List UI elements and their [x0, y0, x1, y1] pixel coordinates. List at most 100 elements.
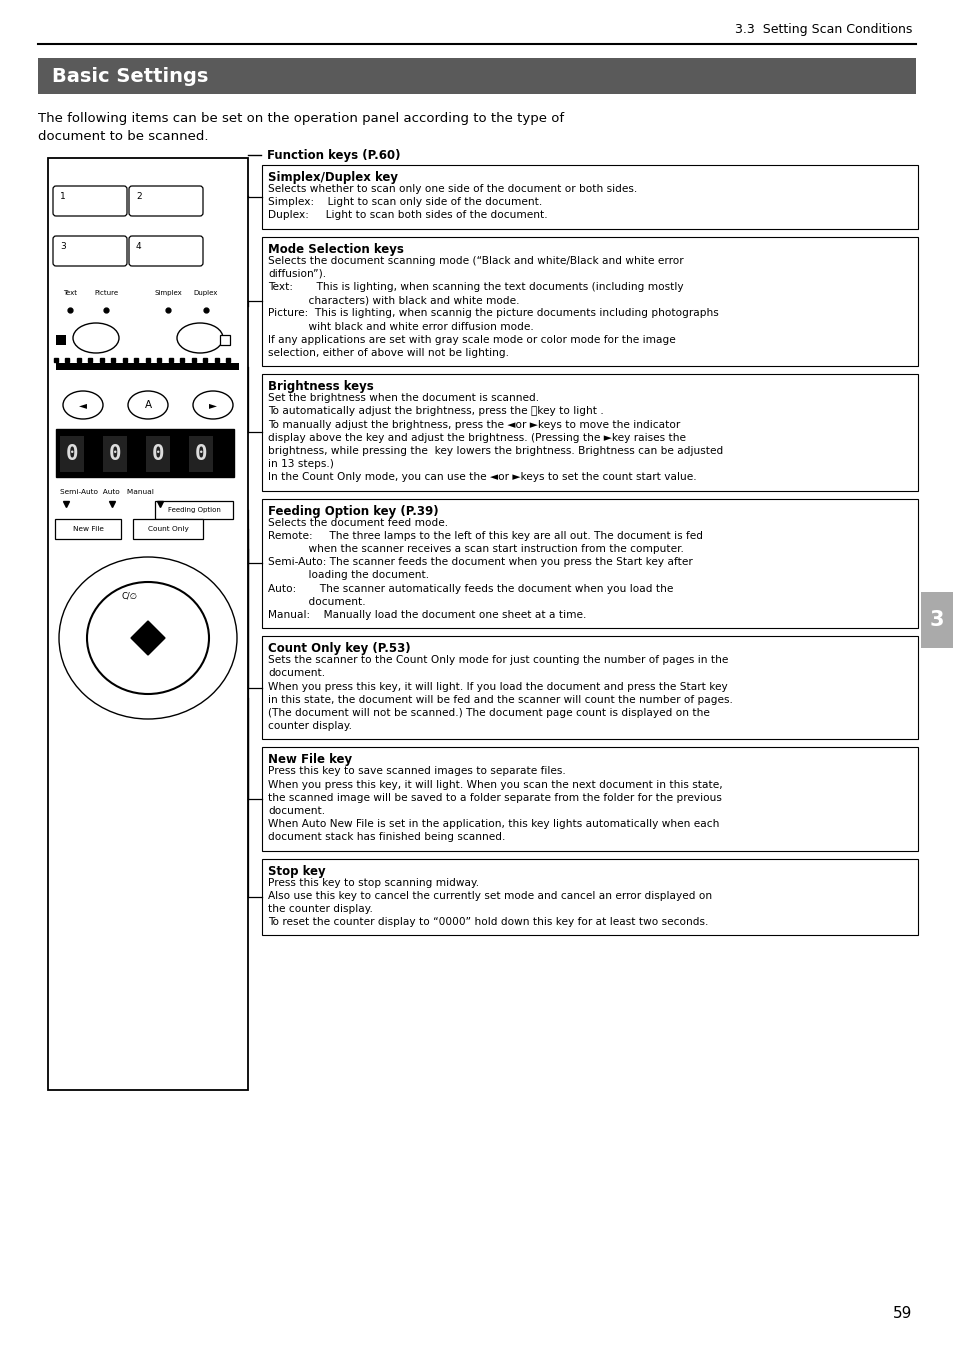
Text: Also use this key to cancel the currently set mode and cancel an error displayed: Also use this key to cancel the currentl… — [268, 891, 711, 900]
FancyBboxPatch shape — [55, 519, 121, 539]
Text: To automatically adjust the brightness, press the Ⓐkey to light .: To automatically adjust the brightness, … — [268, 406, 603, 417]
Text: the counter display.: the counter display. — [268, 905, 373, 914]
Bar — [262, 164, 917, 229]
Text: characters) with black and white mode.: characters) with black and white mode. — [268, 295, 519, 305]
Text: display above the key and adjust the brightness. (Pressing the ►key raises the: display above the key and adjust the bri… — [268, 433, 685, 442]
Text: 4: 4 — [136, 243, 141, 251]
Text: When Auto New File is set in the application, this key lights automatically when: When Auto New File is set in the applica… — [268, 820, 719, 829]
Text: document to be scanned.: document to be scanned. — [38, 129, 209, 143]
Text: 59: 59 — [892, 1305, 911, 1321]
Text: Semi-Auto: The scanner feeds the document when you press the Start key after: Semi-Auto: The scanner feeds the documen… — [268, 557, 692, 568]
Text: loading the document.: loading the document. — [268, 570, 429, 581]
Text: document stack has finished being scanned.: document stack has finished being scanne… — [268, 833, 505, 842]
Text: 3: 3 — [929, 611, 943, 630]
Ellipse shape — [63, 391, 103, 419]
Text: Feeding Option: Feeding Option — [168, 507, 220, 514]
Text: Simplex/Duplex key: Simplex/Duplex key — [268, 171, 397, 183]
Bar — [920, 592, 953, 648]
Text: Basic Settings: Basic Settings — [52, 66, 208, 85]
Text: 0: 0 — [66, 443, 78, 464]
Text: Mode Selection keys: Mode Selection keys — [268, 243, 403, 256]
Text: C/∅: C/∅ — [122, 592, 138, 600]
Text: Semi-Auto  Auto   Manual: Semi-Auto Auto Manual — [60, 489, 153, 495]
Bar — [56, 429, 233, 477]
Text: ►: ► — [209, 400, 216, 410]
Text: the scanned image will be saved to a folder separate from the folder for the pre: the scanned image will be saved to a fol… — [268, 793, 721, 803]
Text: Text:       This is lighting, when scanning the text documents (including mostly: Text: This is lighting, when scanning th… — [268, 282, 683, 293]
FancyBboxPatch shape — [132, 519, 203, 539]
Bar — [146, 435, 170, 472]
Text: Duplex:     Light to scan both sides of the document.: Duplex: Light to scan both sides of the … — [268, 210, 547, 221]
Text: To manually adjust the brightness, press the ◄or ►keys to move the indicator: To manually adjust the brightness, press… — [268, 419, 679, 430]
Text: Selects the document feed mode.: Selects the document feed mode. — [268, 518, 448, 527]
Ellipse shape — [177, 324, 223, 353]
Text: Sets the scanner to the Count Only mode for just counting the number of pages in: Sets the scanner to the Count Only mode … — [268, 655, 727, 665]
Text: Selects the document scanning mode (“Black and white/Black and white error: Selects the document scanning mode (“Bla… — [268, 256, 683, 266]
Text: diffusion”).: diffusion”). — [268, 268, 326, 279]
Text: Simplex:    Light to scan only side of the document.: Simplex: Light to scan only side of the … — [268, 197, 541, 208]
Text: The following items can be set on the operation panel according to the type of: The following items can be set on the op… — [38, 112, 563, 125]
Text: Function keys (P.60): Function keys (P.60) — [267, 148, 400, 162]
Ellipse shape — [87, 582, 209, 694]
Text: 2: 2 — [136, 191, 141, 201]
Text: 1: 1 — [60, 191, 66, 201]
Bar — [189, 435, 213, 472]
Text: brightness, while pressing the  key lowers the brightness. Brightness can be adj: brightness, while pressing the key lower… — [268, 446, 722, 456]
Text: 3.3  Setting Scan Conditions: 3.3 Setting Scan Conditions — [734, 23, 911, 35]
Bar — [56, 363, 239, 369]
Text: Picture: Picture — [93, 290, 118, 297]
Text: To reset the counter display to “0000” hold down this key for at least two secon: To reset the counter display to “0000” h… — [268, 917, 708, 927]
Text: Selects whether to scan only one side of the document or both sides.: Selects whether to scan only one side of… — [268, 183, 637, 194]
Text: 0: 0 — [152, 443, 164, 464]
Text: A: A — [144, 400, 152, 410]
Bar — [220, 336, 230, 345]
Text: wiht black and white error diffusion mode.: wiht black and white error diffusion mod… — [268, 322, 533, 332]
Text: Duplex: Duplex — [193, 290, 218, 297]
Text: When you press this key, it will light. If you load the document and press the S: When you press this key, it will light. … — [268, 682, 727, 692]
Text: 0: 0 — [194, 443, 207, 464]
Text: New File: New File — [72, 526, 103, 532]
Text: Press this key to stop scanning midway.: Press this key to stop scanning midway. — [268, 878, 478, 887]
Text: Brightness keys: Brightness keys — [268, 380, 374, 394]
FancyBboxPatch shape — [129, 186, 203, 216]
Text: 0: 0 — [109, 443, 121, 464]
Bar — [103, 435, 127, 472]
Text: ◄: ◄ — [79, 400, 87, 410]
Text: Text: Text — [63, 290, 77, 297]
FancyBboxPatch shape — [53, 236, 127, 266]
Bar — [262, 375, 917, 491]
Text: (The document will not be scanned.) The document page count is displayed on the: (The document will not be scanned.) The … — [268, 708, 709, 718]
Text: counter display.: counter display. — [268, 721, 352, 731]
FancyBboxPatch shape — [154, 501, 233, 519]
Text: when the scanner receives a scan start instruction from the computer.: when the scanner receives a scan start i… — [268, 545, 683, 554]
Text: Feeding Option key (P.39): Feeding Option key (P.39) — [268, 504, 438, 518]
Text: Picture:  This is lighting, when scannig the picture documents including photogr: Picture: This is lighting, when scannig … — [268, 309, 718, 318]
Ellipse shape — [73, 324, 119, 353]
Bar — [262, 747, 917, 851]
Bar — [56, 336, 66, 345]
Ellipse shape — [59, 557, 236, 718]
Ellipse shape — [193, 391, 233, 419]
FancyBboxPatch shape — [53, 186, 127, 216]
Text: Count Only: Count Only — [148, 526, 189, 532]
Text: Stop key: Stop key — [268, 864, 325, 878]
Text: Set the brightness when the document is scanned.: Set the brightness when the document is … — [268, 394, 538, 403]
Bar — [262, 636, 917, 740]
Ellipse shape — [128, 391, 168, 419]
Text: Manual:    Manually load the document one sheet at a time.: Manual: Manually load the document one s… — [268, 611, 586, 620]
Text: If any applications are set with gray scale mode or color mode for the image: If any applications are set with gray sc… — [268, 334, 675, 345]
Text: New File key: New File key — [268, 754, 352, 767]
Text: in 13 steps.): in 13 steps.) — [268, 460, 334, 469]
Text: document.: document. — [268, 669, 325, 678]
Text: Auto:       The scanner automatically feeds the document when you load the: Auto: The scanner automatically feeds th… — [268, 584, 673, 593]
Text: In the Count Only mode, you can use the ◄or ►keys to set the count start value.: In the Count Only mode, you can use the … — [268, 472, 696, 483]
Text: document.: document. — [268, 806, 325, 816]
Text: Count Only key (P.53): Count Only key (P.53) — [268, 642, 410, 655]
Bar — [262, 499, 917, 628]
Text: in this state, the document will be fed and the scanner will count the number of: in this state, the document will be fed … — [268, 694, 732, 705]
Bar — [262, 237, 917, 367]
Text: Simplex: Simplex — [154, 290, 182, 297]
Text: 3: 3 — [60, 243, 66, 251]
Bar — [38, 58, 915, 94]
Text: When you press this key, it will light. When you scan the next document in this : When you press this key, it will light. … — [268, 779, 721, 790]
